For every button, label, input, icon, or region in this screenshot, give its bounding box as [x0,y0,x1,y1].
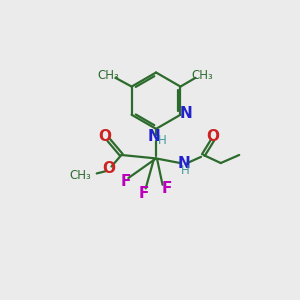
Text: O: O [103,161,116,176]
Text: CH₃: CH₃ [69,169,91,182]
Text: O: O [206,129,219,144]
Text: F: F [162,181,172,196]
Text: N: N [148,129,161,144]
Text: H: H [158,134,167,147]
Text: N: N [177,155,190,170]
Text: H: H [181,164,189,177]
Text: F: F [138,186,148,201]
Text: CH₃: CH₃ [191,69,213,82]
Text: O: O [98,129,111,144]
Text: N: N [179,106,192,121]
Text: F: F [121,174,131,189]
Text: CH₃: CH₃ [98,68,119,82]
